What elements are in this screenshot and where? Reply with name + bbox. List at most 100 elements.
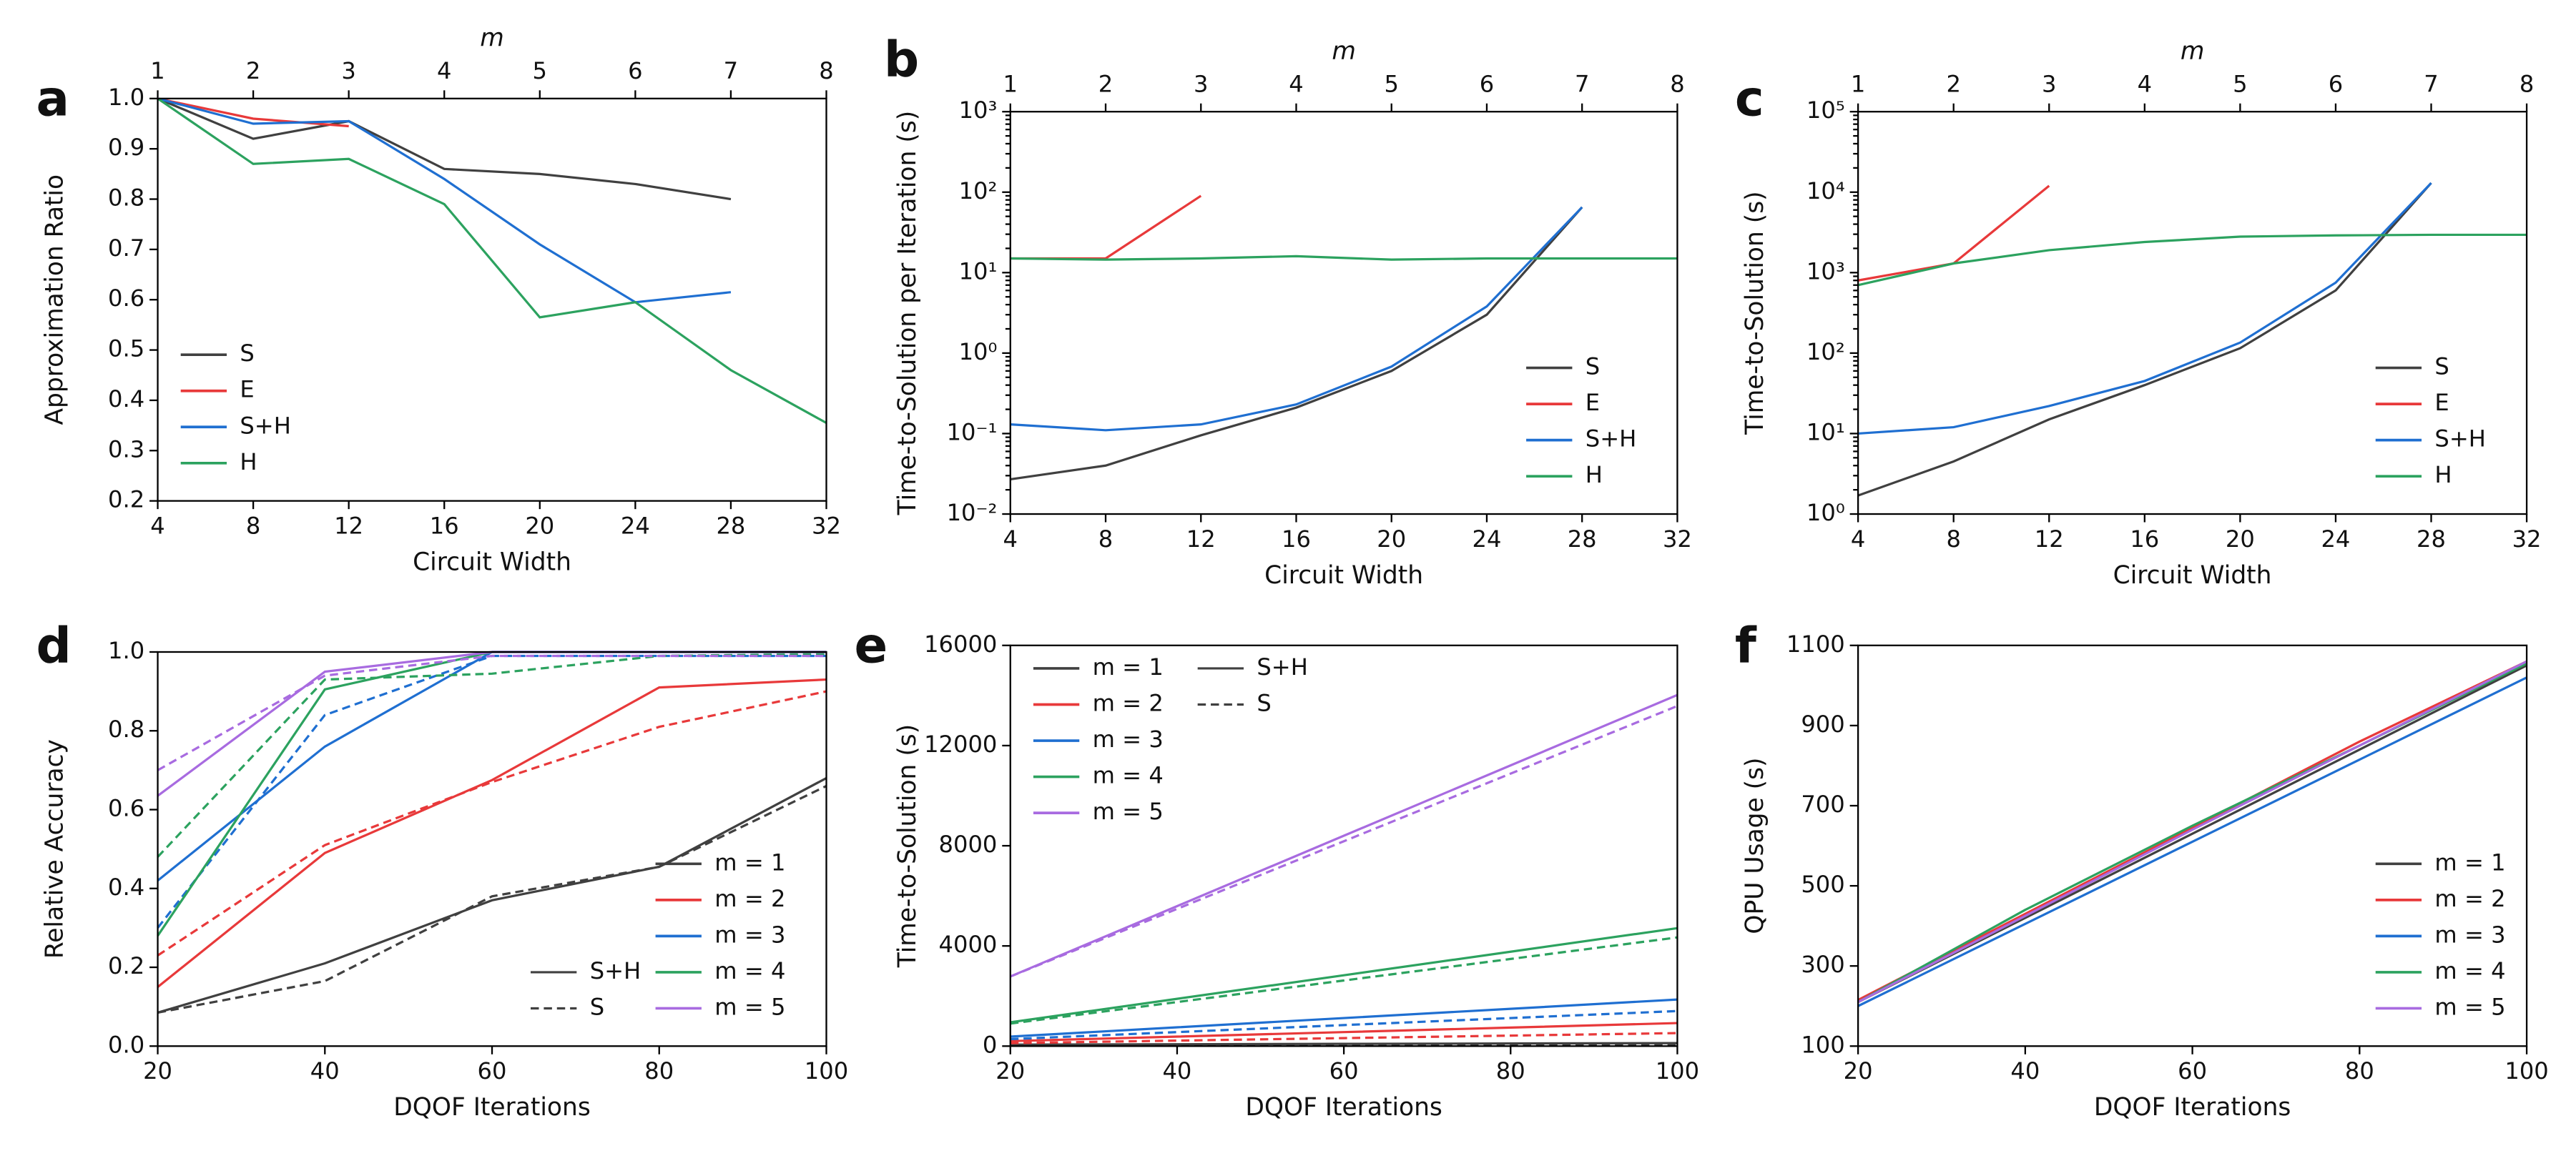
y-tick-label: 0.8 (108, 716, 144, 743)
y-tick-label: 1.0 (108, 84, 144, 111)
legend-label: m = 1 (2434, 849, 2505, 876)
x-tick-label: 28 (2417, 525, 2446, 553)
x2-tick-label: 6 (628, 57, 642, 84)
legend-label: S+H (1257, 653, 1308, 681)
legend-label: H (240, 448, 257, 475)
y-tick-label: 8000 (939, 831, 998, 858)
plot-frame (157, 97, 827, 502)
x-tick-label: 32 (812, 512, 841, 539)
legend-label: H (2434, 461, 2452, 488)
x-tick-label: 60 (2178, 1057, 2207, 1085)
y-tick-label: 10³ (1806, 257, 1845, 285)
y-tick-label: 1100 (1786, 631, 1845, 658)
y-tick-label: 700 (1801, 791, 1844, 818)
series-line (157, 776, 827, 1014)
x-tick-label: 100 (2504, 1057, 2548, 1085)
y-tick-label: 0.6 (108, 285, 144, 312)
legend-label: E (2434, 389, 2449, 416)
series-line (1010, 206, 1583, 481)
series-line (1858, 182, 2432, 435)
legend-label: S+H (590, 957, 641, 984)
series-line (157, 97, 349, 128)
x-tick-label: 24 (2321, 525, 2350, 553)
series-line (1010, 1043, 1678, 1047)
y-tick-label: 0.3 (108, 435, 144, 463)
panel-letter: e (855, 617, 888, 674)
x2-tick-label: 8 (1670, 70, 1684, 97)
x-tick-label: 100 (1656, 1057, 1699, 1085)
legend-label: S (1586, 353, 1600, 380)
legend-label: m = 4 (714, 957, 785, 984)
plot-frame (1009, 111, 1678, 515)
series-line (1010, 705, 1678, 978)
legend-label: m = 4 (1093, 762, 1164, 789)
x-tick-label: 24 (621, 512, 650, 539)
legend-label: E (1586, 389, 1600, 416)
x2-tick-label: 7 (1575, 70, 1589, 97)
y-tick-label: 10⁰ (1806, 499, 1845, 526)
series-line (1857, 233, 2527, 287)
series-line (1010, 206, 1583, 432)
series-line (157, 678, 827, 988)
x-tick-label: 8 (1946, 525, 1960, 553)
legend-label: S+H (2434, 425, 2486, 453)
series-line (1857, 664, 2527, 1004)
y-tick-label: 0.7 (108, 234, 144, 262)
y-tick-label: 10² (1806, 338, 1845, 365)
legend-label: H (1586, 461, 1603, 488)
x2-axis-label: m (2181, 37, 2205, 66)
y-tick-label: 900 (1801, 711, 1844, 738)
legend-label: S+H (1586, 425, 1637, 453)
x2-axis-label: m (1332, 37, 1356, 66)
x2-tick-label: 3 (1194, 70, 1208, 97)
x2-tick-label: 4 (437, 57, 451, 84)
series-line (1010, 255, 1678, 261)
legend-label: m = 2 (714, 885, 785, 912)
legend-label: m = 5 (2434, 993, 2505, 1020)
y-axis-label: Relative Accuracy (41, 739, 69, 959)
series-line (1857, 660, 2527, 1004)
series-line (157, 654, 827, 771)
legend-label: E (240, 376, 254, 403)
x-axis-label: Circuit Width (1264, 561, 1423, 590)
legend-label: m = 4 (2434, 957, 2505, 984)
x2-tick-label: 2 (246, 57, 260, 84)
x2-axis-label: m (480, 24, 504, 53)
x-tick-label: 20 (1844, 1057, 1873, 1085)
legend-label: m = 3 (714, 921, 785, 948)
y-tick-label: 0.4 (108, 385, 144, 412)
x2-tick-label: 7 (2424, 70, 2438, 97)
x-tick-label: 16 (1282, 525, 1311, 553)
x-tick-label: 80 (1496, 1057, 1525, 1085)
x-tick-label: 8 (1098, 525, 1113, 553)
x2-tick-label: 1 (1851, 70, 1865, 97)
plot-frame (157, 651, 827, 1047)
y-tick-label: 4000 (939, 931, 998, 958)
x-tick-label: 16 (430, 512, 459, 539)
y-tick-label: 100 (1801, 1031, 1844, 1058)
y-axis-label: Time-to-Solution per Iteration (s) (893, 111, 922, 516)
series-line (1857, 676, 2527, 1007)
panel-letter: c (1735, 70, 1764, 127)
legend-label: m = 5 (714, 993, 785, 1020)
x-tick-label: 100 (805, 1057, 848, 1085)
x-tick-label: 80 (644, 1057, 674, 1085)
x-tick-label: 4 (1003, 525, 1018, 553)
panel-letter: a (36, 70, 69, 127)
legend-label: m = 2 (2434, 885, 2505, 912)
y-tick-label: 10² (959, 177, 998, 204)
y-tick-label: 10⁴ (1806, 177, 1845, 204)
y-tick-label: 0 (983, 1031, 997, 1058)
x2-tick-label: 1 (150, 57, 164, 84)
x2-tick-label: 7 (724, 57, 738, 84)
series-line (1010, 1022, 1678, 1042)
legend-label: S+H (240, 412, 291, 439)
x-tick-label: 60 (478, 1057, 507, 1085)
x-axis-label: Circuit Width (413, 548, 571, 576)
x-tick-label: 12 (1186, 525, 1216, 553)
x-tick-label: 28 (1568, 525, 1597, 553)
series-line (1857, 184, 2050, 282)
x2-tick-label: 3 (2042, 70, 2056, 97)
y-tick-label: 10³ (959, 97, 998, 124)
